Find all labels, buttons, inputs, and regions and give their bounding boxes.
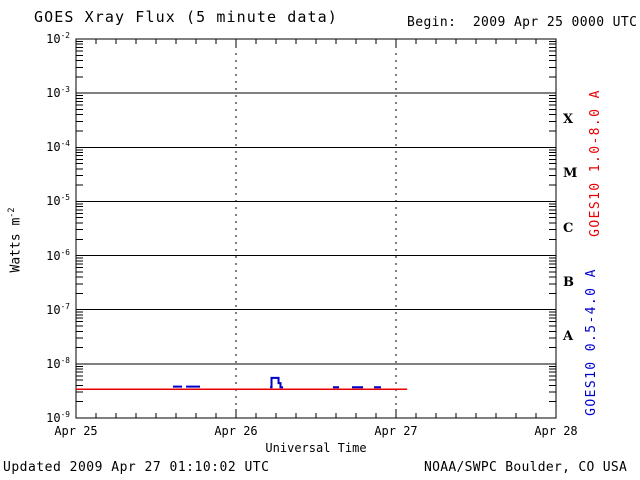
chart-title: GOES Xray Flux (5 minute data) [34,8,338,26]
plot-frame [75,38,557,419]
short-wavelength-flux-line [270,376,284,389]
updated-timestamp: Updated 2009 Apr 27 01:10:02 UTC [3,460,270,475]
begin-time-label: Begin: 2009 Apr 25 0000 UTC [407,15,638,30]
source-attribution: NOAA/SWPC Boulder, CO USA [424,460,628,475]
